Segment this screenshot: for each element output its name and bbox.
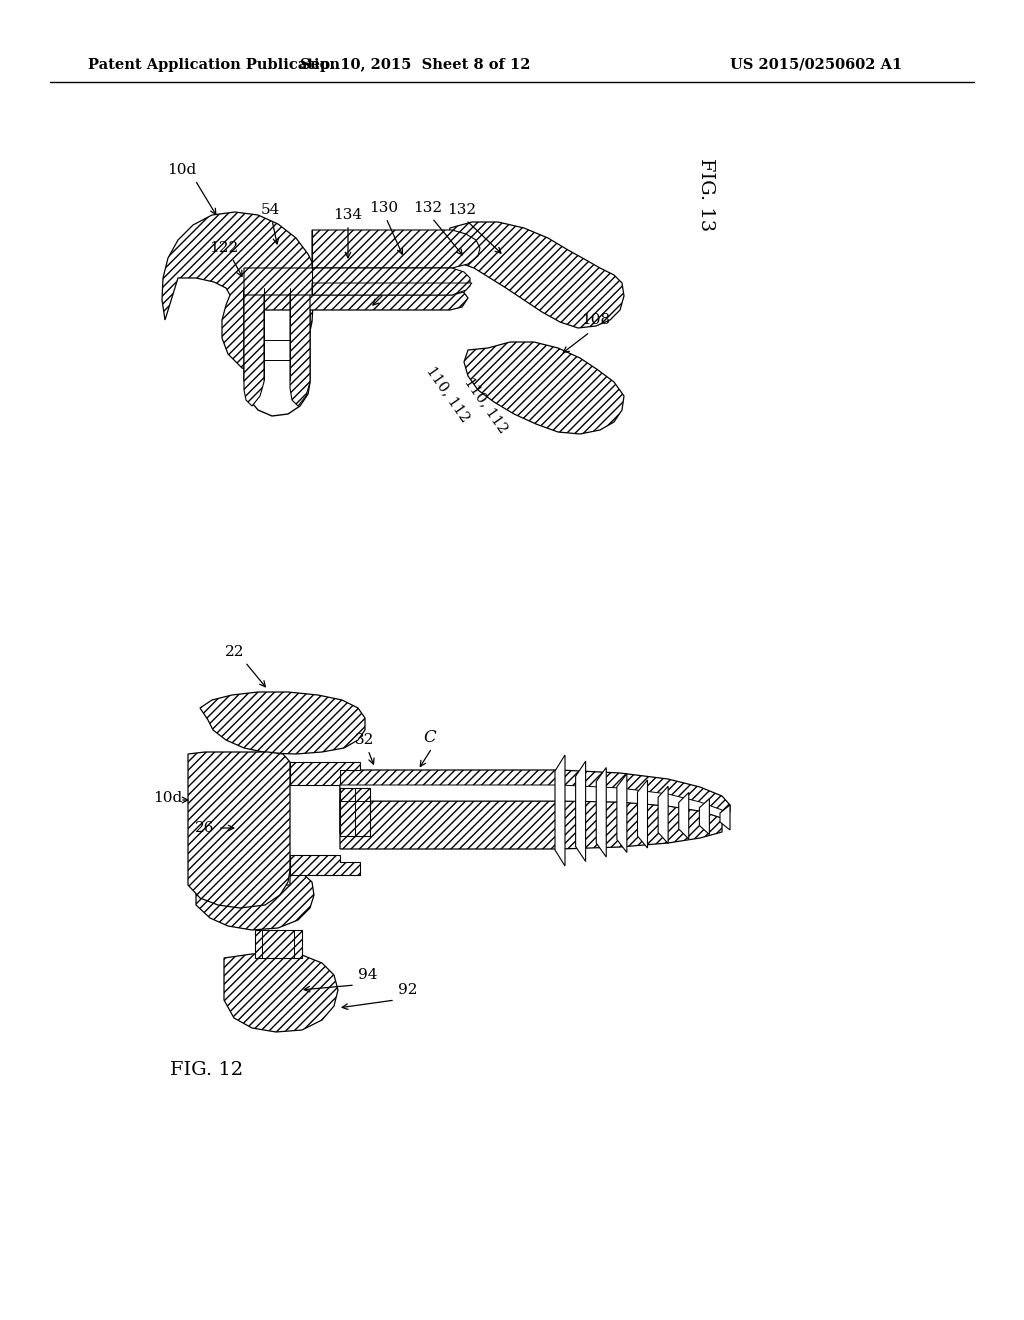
Polygon shape	[464, 342, 624, 434]
Polygon shape	[340, 785, 722, 818]
Text: 92: 92	[398, 983, 418, 997]
Text: 130: 130	[370, 201, 398, 215]
Polygon shape	[555, 755, 565, 866]
Polygon shape	[699, 799, 710, 834]
Polygon shape	[312, 282, 472, 294]
Polygon shape	[679, 792, 689, 840]
Polygon shape	[575, 762, 586, 862]
Text: 118: 118	[371, 279, 399, 292]
Polygon shape	[340, 788, 370, 836]
Polygon shape	[224, 952, 338, 1032]
Polygon shape	[638, 780, 647, 847]
Polygon shape	[340, 770, 730, 834]
Polygon shape	[312, 230, 480, 268]
Polygon shape	[196, 873, 314, 931]
Polygon shape	[244, 288, 310, 416]
Text: C: C	[424, 730, 436, 747]
Polygon shape	[290, 288, 310, 407]
Text: 26: 26	[196, 821, 215, 836]
Polygon shape	[244, 268, 470, 294]
Polygon shape	[200, 692, 365, 754]
Polygon shape	[596, 767, 606, 857]
Polygon shape	[616, 774, 627, 853]
Polygon shape	[188, 752, 290, 908]
Text: 132: 132	[447, 203, 476, 216]
Polygon shape	[720, 805, 730, 830]
Polygon shape	[244, 288, 264, 407]
Text: 54: 54	[260, 203, 280, 216]
Text: 22: 22	[225, 645, 245, 659]
Text: 110, 112: 110, 112	[462, 375, 510, 436]
Text: 132: 132	[414, 201, 442, 215]
Text: Patent Application Publication: Patent Application Publication	[88, 58, 340, 73]
Polygon shape	[244, 288, 468, 310]
Text: 32: 32	[355, 733, 375, 747]
Text: US 2015/0250602 A1: US 2015/0250602 A1	[730, 58, 902, 73]
Polygon shape	[340, 801, 722, 849]
Polygon shape	[162, 213, 318, 374]
Text: 94: 94	[358, 968, 378, 982]
Text: 134: 134	[334, 209, 362, 222]
Text: Sep. 10, 2015  Sheet 8 of 12: Sep. 10, 2015 Sheet 8 of 12	[300, 58, 530, 73]
Text: 110, 112: 110, 112	[424, 363, 472, 425]
Text: FIG. 13: FIG. 13	[697, 158, 715, 231]
Text: 108: 108	[582, 313, 610, 327]
Text: FIG. 12: FIG. 12	[170, 1061, 243, 1078]
Polygon shape	[290, 762, 360, 785]
Polygon shape	[255, 931, 302, 958]
Text: 10d: 10d	[154, 791, 182, 805]
Text: 10d: 10d	[167, 162, 197, 177]
Text: 122: 122	[209, 242, 239, 255]
Polygon shape	[442, 222, 624, 327]
Polygon shape	[658, 787, 668, 843]
Polygon shape	[290, 855, 360, 875]
